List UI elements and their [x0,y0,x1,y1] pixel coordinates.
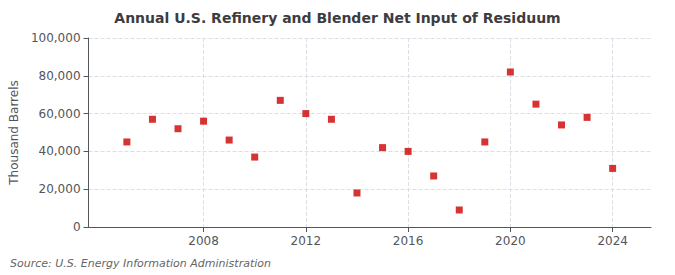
svg-text:60,000: 60,000 [39,107,81,121]
svg-text:2024: 2024 [597,234,628,248]
svg-text:2008: 2008 [188,234,219,248]
svg-text:2020: 2020 [495,234,526,248]
svg-text:0: 0 [73,220,81,234]
svg-text:40,000: 40,000 [39,144,81,158]
svg-text:2016: 2016 [393,234,424,248]
svg-text:Annual U.S. Refinery and Blend: Annual U.S. Refinery and Blender Net Inp… [114,10,560,26]
svg-text:100,000: 100,000 [31,31,81,45]
svg-text:80,000: 80,000 [39,69,81,83]
svg-text:20,000: 20,000 [39,182,81,196]
svg-text:Thousand Barrels: Thousand Barrels [7,80,21,185]
svg-text:2012: 2012 [291,234,322,248]
svg-text:Source: U.S. Energy Informatio: Source: U.S. Energy Information Administ… [10,257,271,270]
